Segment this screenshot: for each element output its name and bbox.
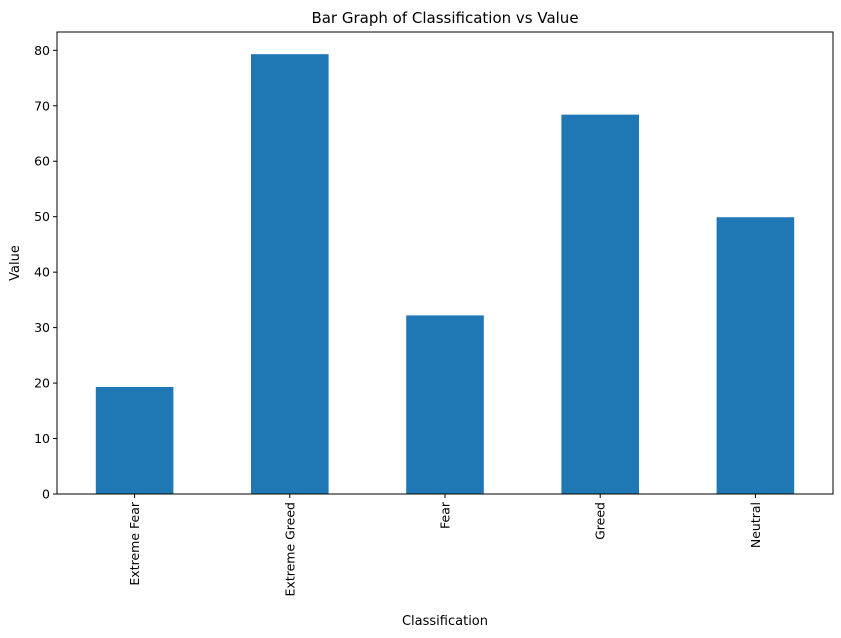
y-tick-label: 50 [34, 209, 50, 224]
y-tick-label: 60 [34, 154, 50, 169]
x-tick-label: Neutral [748, 502, 763, 548]
plot-area [56, 31, 834, 495]
y-tick-label: 80 [34, 43, 50, 58]
bar-fear [406, 315, 484, 494]
y-tick-label: 70 [34, 98, 50, 113]
x-tick-label: Greed [593, 502, 608, 540]
bar-greed [561, 114, 639, 494]
y-tick-label: 40 [34, 265, 50, 280]
chart-title: Bar Graph of Classification vs Value [311, 9, 578, 27]
x-tick-label: Fear [438, 501, 453, 529]
y-tick-label: 10 [34, 431, 50, 446]
bars [95, 54, 795, 494]
x-axis-label: Classification [402, 614, 488, 629]
bar-extreme-greed [251, 54, 329, 494]
y-axis-label: Value [8, 245, 23, 281]
y-axis: 0 10 20 30 40 50 60 70 80 [34, 43, 57, 502]
y-tick-label: 0 [42, 487, 50, 502]
bar-neutral [716, 217, 795, 494]
x-tick-label: Extreme Fear [127, 501, 142, 585]
x-axis: Extreme Fear Extreme Greed Fear Greed Neutra… [127, 494, 763, 596]
bar-extreme-fear [95, 386, 174, 494]
y-tick-label: 20 [34, 376, 50, 391]
x-tick-label: Extreme Greed [282, 502, 297, 596]
y-tick-label: 30 [34, 320, 50, 335]
